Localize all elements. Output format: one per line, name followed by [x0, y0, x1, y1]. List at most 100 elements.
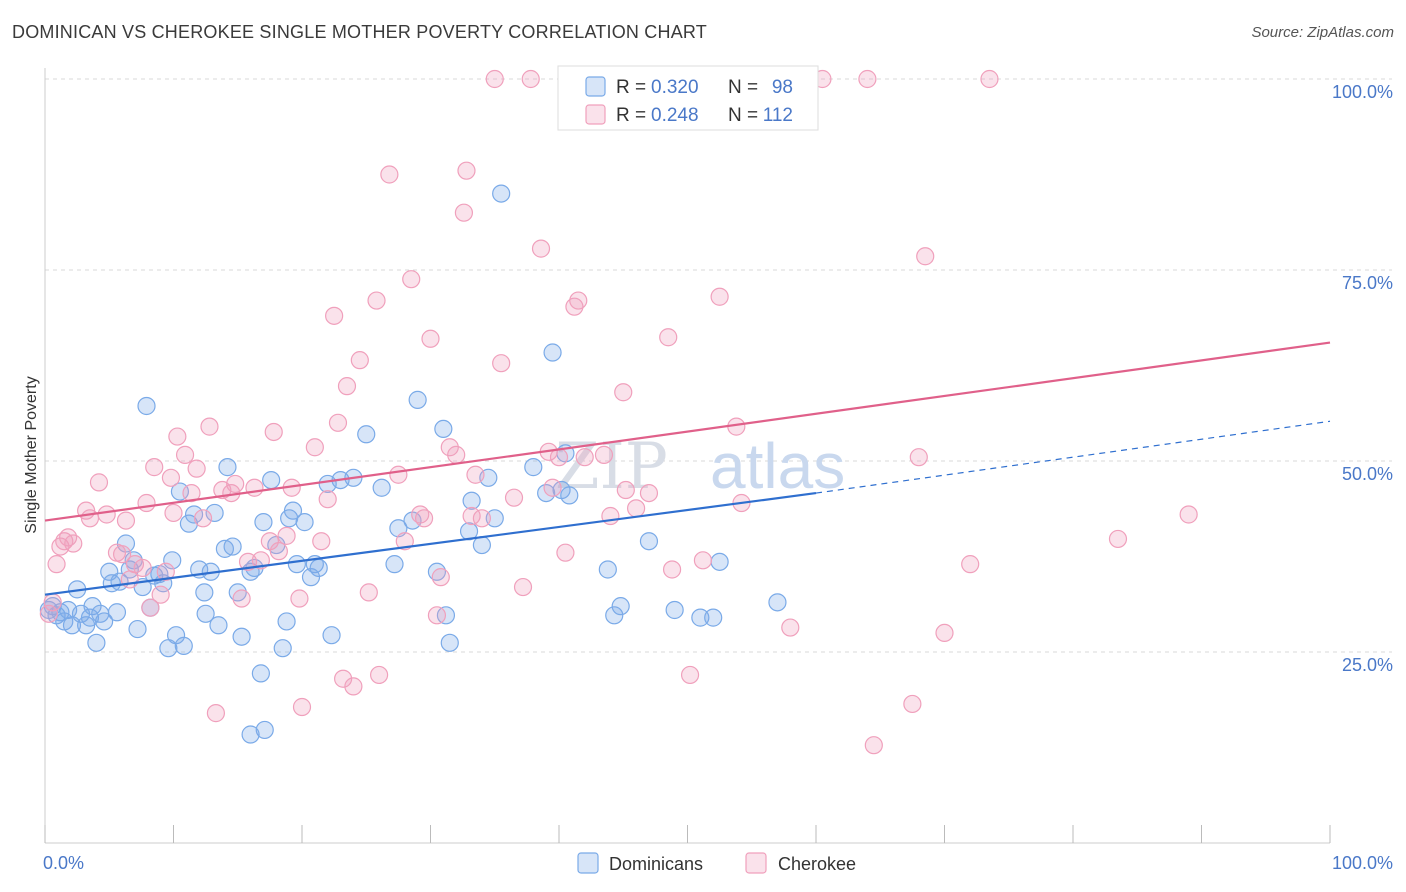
cherokee-point — [164, 503, 183, 523]
cherokee-point — [89, 473, 109, 492]
cherokee-point — [367, 291, 386, 310]
cherokee-point — [427, 606, 447, 625]
cherokee-point — [269, 542, 288, 561]
y-tick-label: 25.0% — [1342, 655, 1393, 675]
cherokee-point — [781, 618, 800, 637]
cherokee-point — [659, 328, 678, 347]
dominican-point — [241, 725, 260, 744]
cherokee-point — [466, 465, 485, 484]
cherokee-point — [504, 488, 524, 507]
cherokee-point — [245, 478, 264, 497]
dominican-point — [485, 509, 504, 528]
x-tick-label: 100.0% — [1332, 853, 1393, 873]
cherokee-point — [1108, 529, 1128, 549]
dominican-point — [704, 608, 723, 627]
bottom-legend-swatch-dominicans — [577, 852, 599, 874]
cherokee-point — [440, 438, 459, 457]
dominican-point — [273, 639, 292, 658]
dominican-point — [128, 619, 147, 639]
legend: R = 0.320 N = 98 R = 0.248 N = 112 — [557, 65, 819, 131]
dominican-point — [440, 633, 459, 652]
dominican-point — [462, 491, 481, 510]
cherokee-trend-line — [44, 341, 1331, 522]
dominican-point — [598, 560, 617, 579]
chart-title: DOMINICAN VS CHEROKEE SINGLE MOTHER POVE… — [12, 22, 707, 42]
dominican-point — [309, 558, 328, 578]
cherokee-point — [359, 583, 378, 602]
cherokee-point — [187, 459, 206, 478]
x-tick-label: 0.0% — [43, 853, 84, 873]
dominican-point — [218, 458, 237, 477]
dominican-point — [283, 501, 303, 520]
cherokee-point — [325, 306, 344, 325]
cherokee-point — [290, 589, 309, 608]
dominican-point — [560, 486, 579, 505]
cherokee-point — [328, 413, 348, 432]
dominican-point — [492, 184, 511, 203]
dominican-point — [322, 626, 341, 645]
dominican-point — [196, 604, 215, 623]
cherokee-point — [182, 483, 201, 503]
cherokee-point — [344, 677, 363, 696]
cherokee-point — [251, 551, 270, 570]
dominican-point — [184, 505, 204, 524]
cherokee-point — [454, 203, 474, 222]
dominican-point — [472, 535, 491, 555]
dominican-point — [107, 603, 127, 622]
cherokee-point — [264, 422, 283, 442]
cherokee-point — [292, 697, 312, 717]
source-label: Source: ZipAtlas.com — [1251, 24, 1394, 41]
cherokee-point — [575, 448, 594, 467]
dominican-point — [710, 552, 729, 571]
cherokee-point — [513, 577, 533, 597]
cherokee-point — [305, 438, 324, 457]
dominican-point — [137, 396, 156, 416]
gridlines — [45, 78, 1392, 653]
cherokee-point — [370, 665, 389, 685]
cherokee-point — [80, 509, 100, 528]
legend-r-label: R = — [616, 105, 646, 126]
cherokee-point — [693, 551, 713, 570]
cherokee-point — [858, 69, 877, 89]
dominican-point — [251, 664, 270, 683]
bottom-legend-label: Cherokee — [778, 854, 856, 874]
watermark-atlas: atlas — [710, 430, 845, 502]
cherokee-point — [193, 509, 213, 528]
dominican-point — [87, 633, 106, 652]
cherokee-point — [137, 493, 156, 513]
cherokee-point — [569, 291, 588, 310]
legend-swatch-cherokee — [585, 104, 606, 125]
dominican-point — [174, 636, 193, 655]
dominican-point — [223, 537, 242, 556]
dominican-point — [524, 458, 543, 477]
cherokee-point — [543, 478, 562, 497]
dominican-point — [232, 627, 251, 646]
cherokee-point — [116, 511, 136, 530]
dominican-point — [691, 608, 710, 627]
cherokee-point — [200, 417, 219, 436]
cherokee-point — [395, 532, 414, 551]
cherokee-point — [903, 694, 922, 714]
dominican-point — [768, 593, 787, 612]
cherokee-point — [447, 445, 466, 464]
dominican-point — [80, 608, 100, 627]
cherokee-point — [472, 509, 491, 528]
dominican-point — [605, 606, 624, 625]
dominican-point — [295, 513, 314, 532]
cherokee-point — [421, 329, 440, 348]
dominican-point — [205, 503, 224, 523]
cherokee-point — [133, 558, 152, 578]
cherokee-point — [112, 545, 132, 564]
cherokee-point — [680, 665, 700, 685]
cherokee-point — [168, 427, 187, 446]
bottom-legend-swatch-cherokee — [745, 852, 767, 874]
dominican-point — [163, 551, 182, 570]
dominican-point — [408, 390, 427, 409]
cherokee-point — [626, 499, 646, 518]
axes — [44, 68, 1331, 844]
dominicans-trend-extension — [815, 420, 1331, 494]
legend-r-label: R = — [616, 77, 646, 98]
dominican-point — [372, 478, 391, 497]
watermark: ZIP atlas — [555, 430, 845, 504]
